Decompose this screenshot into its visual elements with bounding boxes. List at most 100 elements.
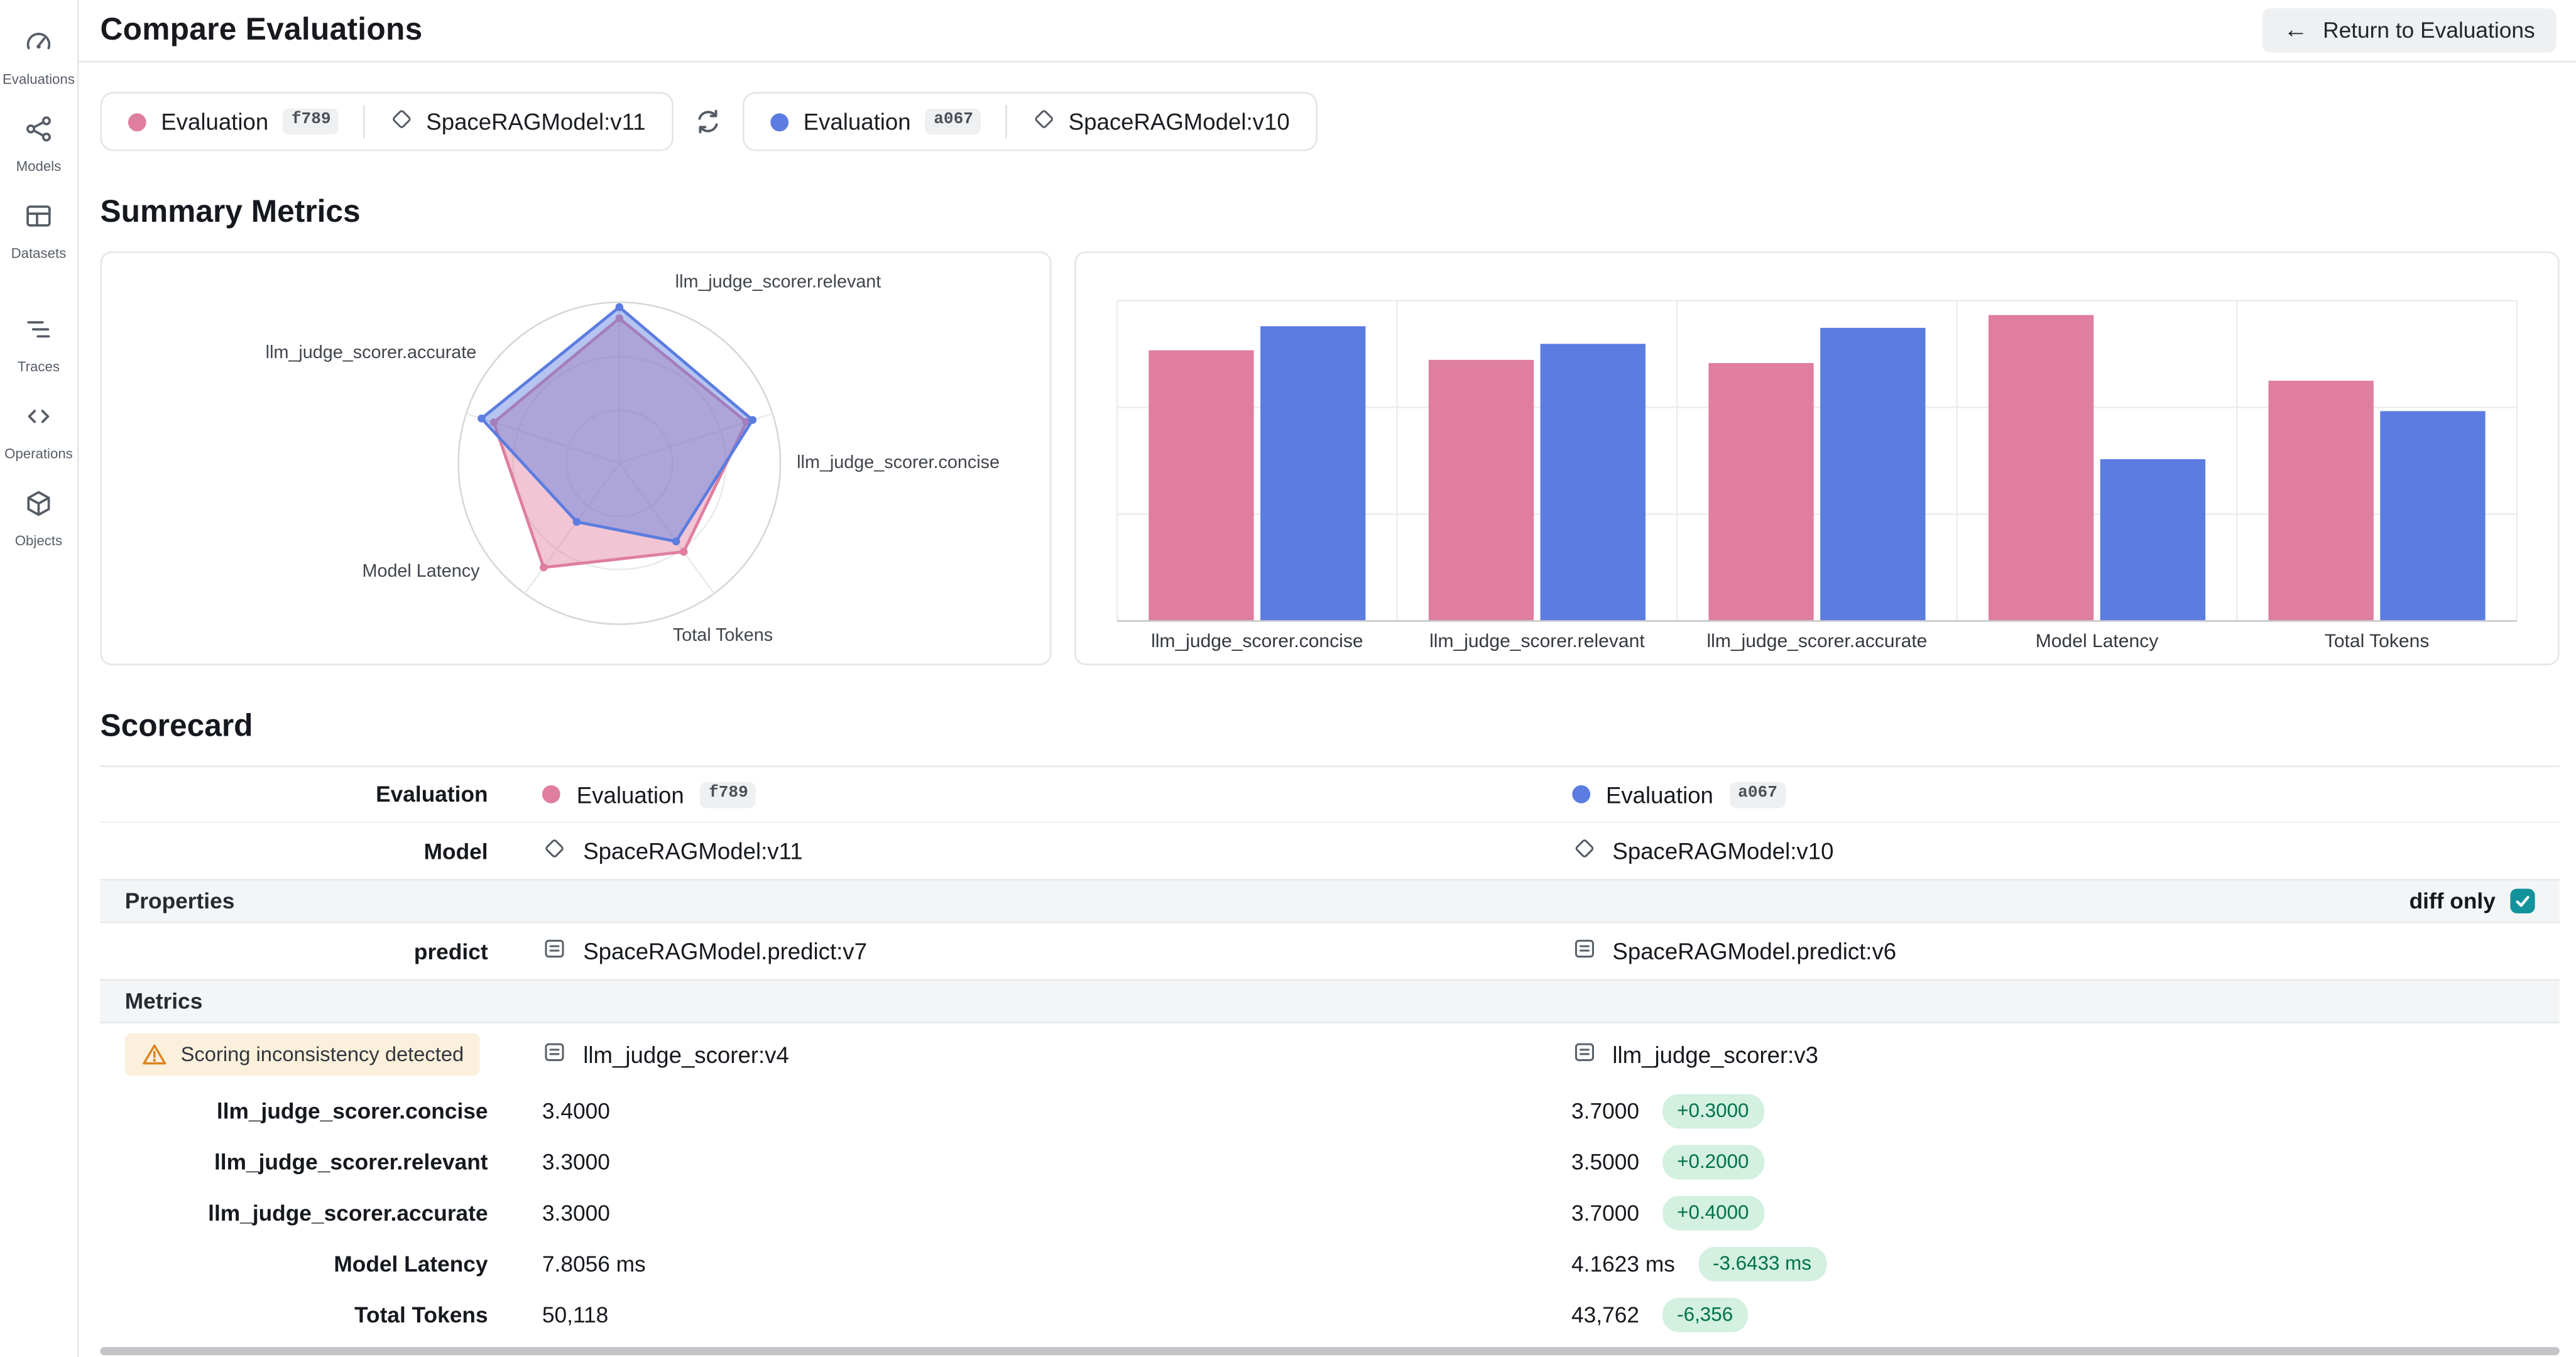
bar-chart-panel: llm_judge_scorer.concise llm_judge_scorer… bbox=[1074, 251, 2560, 665]
sidebar-item-objects[interactable]: Objects bbox=[0, 475, 77, 562]
traces-icon bbox=[23, 313, 55, 353]
top-bar: Compare Evaluations ← Return to Evaluati… bbox=[79, 0, 2576, 63]
diff-only-control[interactable]: diff only bbox=[2409, 888, 2535, 913]
metric-value-left: 3.4000 bbox=[542, 1099, 610, 1124]
properties-band: Properties diff only bbox=[100, 878, 2560, 924]
model-ref-label: SpaceRAGModel:v11 bbox=[426, 108, 646, 135]
model-ref: SpaceRAGModel:v11 bbox=[390, 107, 646, 136]
pill-divider bbox=[1006, 105, 1008, 138]
evaluation-color-dot bbox=[542, 785, 560, 804]
swap-icon[interactable] bbox=[693, 107, 723, 136]
scorecard-row-metric: Model Latency 7.8056 ms 4.1623 ms -3.643… bbox=[101, 1239, 2560, 1290]
evaluation-picker-right[interactable]: Evaluation a067 SpaceRAGModel:v10 bbox=[742, 92, 1318, 151]
evaluation-id-badge: a067 bbox=[925, 108, 982, 135]
row-label: Model bbox=[423, 838, 488, 864]
pill-divider bbox=[363, 105, 366, 138]
evaluation-name: Evaluation bbox=[161, 108, 269, 135]
page-title: Compare Evaluations bbox=[100, 12, 423, 47]
metric-value-left: 3.3000 bbox=[542, 1201, 610, 1226]
metric-label: llm_judge_scorer.accurate bbox=[208, 1201, 488, 1226]
diff-only-toggle[interactable] bbox=[2510, 888, 2535, 913]
sidebar-item-datasets[interactable]: Datasets bbox=[0, 187, 77, 275]
scorecard-row-metric: llm_judge_scorer.relevant 3.3000 3.5000 … bbox=[101, 1136, 2560, 1187]
scorecard-table: Evaluation Evaluation f789 Evaluation a0… bbox=[100, 765, 2560, 1340]
scorecard-heading: Scorecard bbox=[100, 709, 253, 744]
metric-value-left: 7.8056 ms bbox=[542, 1251, 646, 1277]
sidebar-item-label: Operations bbox=[4, 445, 73, 462]
sidebar-item-label: Objects bbox=[14, 532, 63, 549]
scorecard-row-predict: predict SpaceRAGModel.predict:v7 SpaceRA… bbox=[101, 924, 2560, 979]
model-icon bbox=[1032, 107, 1057, 136]
row-label: predict bbox=[413, 939, 488, 964]
sidebar-item-traces[interactable]: Traces bbox=[0, 301, 77, 388]
metric-label: llm_judge_scorer.relevant bbox=[214, 1150, 488, 1175]
scorer-cell-left: llm_judge_scorer:v4 bbox=[501, 1040, 1531, 1069]
diff-badge: +0.3000 bbox=[1662, 1094, 1764, 1129]
metric-value-right: 4.1623 ms -3.6433 ms bbox=[1531, 1246, 2560, 1282]
evaluation-color-dot bbox=[1571, 785, 1590, 804]
sidebar-item-models[interactable]: Models bbox=[0, 101, 77, 188]
evaluation-color-dot bbox=[770, 112, 789, 131]
predict-cell-right: SpaceRAGModel.predict:v6 bbox=[1531, 936, 2560, 966]
sidebar-item-label: Traces bbox=[17, 358, 60, 375]
evaluations-icon bbox=[23, 26, 55, 66]
metric-value-left: 3.3000 bbox=[542, 1150, 610, 1175]
sidebar-item-operations[interactable]: Operations bbox=[0, 388, 77, 475]
evaluation-picker-left[interactable]: Evaluation f789 SpaceRAGModel:v11 bbox=[100, 92, 674, 151]
evaluation-name: Evaluation bbox=[803, 108, 911, 135]
warning-label: Scoring inconsistency detected bbox=[180, 1043, 464, 1067]
metric-label: Total Tokens bbox=[354, 1302, 488, 1327]
sidebar-item-label: Models bbox=[16, 158, 62, 175]
scorecard-row-evaluation: Evaluation Evaluation f789 Evaluation a0… bbox=[100, 767, 2560, 824]
op-icon bbox=[542, 1040, 567, 1069]
model-ref: SpaceRAGModel:v10 bbox=[1032, 107, 1290, 136]
sidebar-item-label: Datasets bbox=[11, 244, 67, 261]
models-icon bbox=[23, 113, 55, 153]
svg-text:Model Latency: Model Latency bbox=[363, 561, 481, 581]
warning-icon bbox=[143, 1044, 166, 1065]
back-arrow-icon: ← bbox=[2283, 16, 2308, 45]
main-area: Compare Evaluations ← Return to Evaluati… bbox=[79, 0, 2576, 1357]
metrics-header: Metrics bbox=[124, 989, 203, 1014]
svg-text:llm_judge_scorer.concise: llm_judge_scorer.concise bbox=[1151, 631, 1363, 651]
scoring-inconsistency-warning: Scoring inconsistency detected bbox=[124, 1033, 481, 1076]
evaluation-id-badge: f789 bbox=[283, 108, 339, 135]
scorecard-row-metric: llm_judge_scorer.concise 3.4000 3.7000 +… bbox=[101, 1086, 2560, 1136]
objects-icon bbox=[23, 488, 55, 528]
page-content: Evaluation f789 SpaceRAGModel:v11 bbox=[79, 62, 2576, 1356]
evaluation-color-dot bbox=[128, 112, 146, 131]
model-cell-right: SpaceRAGModel:v10 bbox=[1531, 836, 2560, 866]
model-icon bbox=[1571, 836, 1596, 866]
metric-value-right: 3.7000 +0.3000 bbox=[1531, 1094, 2560, 1129]
summary-metrics-heading: Summary Metrics bbox=[100, 195, 361, 231]
warning-cell: Scoring inconsistency detected bbox=[101, 1033, 501, 1076]
scorecard-row-model: Model SpaceRAGModel:v11 SpaceRAGModel:v1… bbox=[101, 823, 2560, 879]
sidebar-item-evaluations[interactable]: Evaluations bbox=[0, 13, 77, 101]
horizontal-scrollbar[interactable] bbox=[100, 1347, 2560, 1356]
scorecard-row-scorer: Scoring inconsistency detected llm_judge… bbox=[101, 1023, 2560, 1086]
op-icon bbox=[1571, 936, 1596, 966]
summary-charts: llm_judge_scorer.relevant llm_judge_score… bbox=[100, 251, 2560, 665]
operations-icon bbox=[23, 401, 55, 440]
diff-badge: -6,356 bbox=[1662, 1297, 1748, 1332]
model-icon bbox=[542, 836, 567, 866]
model-ref-label: SpaceRAGModel:v10 bbox=[1068, 108, 1290, 135]
scorecard-row-metric: llm_judge_scorer.accurate 3.3000 3.7000 … bbox=[101, 1187, 2560, 1238]
diff-badge: +0.2000 bbox=[1662, 1145, 1764, 1180]
diff-badge: +0.4000 bbox=[1662, 1196, 1764, 1231]
evaluation-id-badge: a067 bbox=[1730, 781, 1786, 808]
diff-only-label: diff only bbox=[2409, 888, 2496, 913]
predict-cell-left: SpaceRAGModel.predict:v7 bbox=[501, 936, 1531, 966]
properties-header: Properties bbox=[124, 888, 235, 913]
return-to-evaluations-button[interactable]: ← Return to Evaluations bbox=[2262, 8, 2557, 53]
svg-text:Total Tokens: Total Tokens bbox=[2325, 631, 2430, 651]
radar-chart: llm_judge_scorer.relevant llm_judge_score… bbox=[266, 272, 1000, 645]
bar-chart: llm_judge_scorer.concise llm_judge_scorer… bbox=[1116, 300, 2518, 651]
svg-text:llm_judge_scorer.relevant: llm_judge_scorer.relevant bbox=[1429, 631, 1645, 651]
datasets-icon bbox=[23, 200, 55, 240]
metric-value-right: 3.5000 +0.2000 bbox=[1531, 1145, 2560, 1180]
scorer-cell-right: llm_judge_scorer:v3 bbox=[1531, 1040, 2560, 1069]
model-cell-left: SpaceRAGModel:v11 bbox=[501, 836, 1531, 866]
check-icon bbox=[2516, 896, 2530, 907]
